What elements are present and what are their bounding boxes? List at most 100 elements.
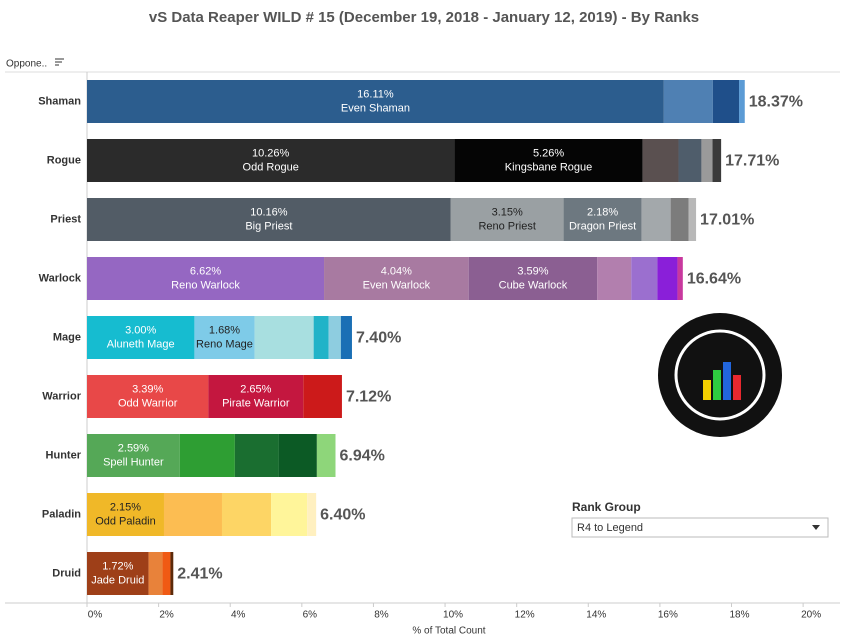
x-tick-label: 14%: [586, 610, 606, 621]
segment-name-label: Jade Druid: [91, 574, 144, 586]
category-label: Shaman: [38, 95, 81, 107]
bar-segment: [307, 493, 317, 536]
bar-segment: [87, 552, 149, 595]
segment-name-label: Cube Warlock: [499, 279, 568, 291]
bar-segment: [454, 139, 643, 182]
bar-segment: [221, 493, 272, 536]
total-label: 7.12%: [346, 389, 391, 406]
total-label: 18.37%: [749, 94, 803, 111]
bar-segment: [87, 493, 164, 536]
segment-value-label: 3.15%: [492, 206, 523, 218]
bar-segment: [631, 257, 658, 300]
category-label: Mage: [53, 331, 81, 343]
total-label: 17.71%: [725, 153, 779, 170]
segment-name-label: Odd Paladin: [95, 515, 156, 527]
segment-value-label: 10.16%: [250, 206, 288, 218]
x-tick-label: 4%: [231, 610, 246, 621]
bar-segment: [450, 198, 564, 241]
filter-value[interactable]: R4 to Legend: [577, 522, 643, 534]
segment-name-label: Reno Priest: [478, 220, 535, 232]
filter-dropdown[interactable]: [571, 517, 829, 538]
bar-segment: [468, 257, 598, 300]
bar-segment: [597, 257, 632, 300]
segment-name-label: Kingsbane Rogue: [505, 161, 592, 173]
category-label: Rogue: [47, 154, 81, 166]
bar-segment: [563, 198, 642, 241]
bar-segment: [271, 493, 308, 536]
segment-name-label: Spell Hunter: [103, 456, 164, 468]
bar-segment: [678, 139, 702, 182]
segment-value-label: 4.04%: [381, 265, 412, 277]
bar-segment: [688, 198, 697, 241]
x-tick-label: 18%: [730, 610, 750, 621]
x-tick-label: 0%: [88, 610, 103, 621]
segment-value-label: 3.00%: [125, 324, 156, 336]
bar-segment: [148, 552, 163, 595]
x-tick-label: 10%: [443, 610, 463, 621]
segment-name-label: Big Priest: [245, 220, 292, 232]
segment-value-label: 3.39%: [132, 383, 163, 395]
bar-segment: [324, 257, 469, 300]
bar-segment: [87, 139, 455, 182]
segment-value-label: 1.68%: [209, 324, 240, 336]
bar-segment: [701, 139, 713, 182]
bar-segment: [87, 198, 451, 241]
total-label: 16.64%: [687, 271, 741, 288]
bar-segment: [87, 434, 180, 477]
total-label: 6.40%: [320, 507, 365, 524]
bar-segment: [87, 257, 325, 300]
bar-segment: [208, 375, 304, 418]
segment-value-label: 2.18%: [587, 206, 618, 218]
total-label: 6.94%: [339, 448, 384, 465]
bar-segment: [278, 434, 317, 477]
bar-segment: [657, 257, 678, 300]
filter-title: Rank Group: [572, 500, 641, 514]
segment-name-label: Reno Mage: [196, 338, 253, 350]
segment-name-label: Odd Warrior: [118, 397, 178, 409]
bar-segment: [87, 316, 195, 359]
segment-value-label: 2.15%: [110, 501, 141, 513]
sort-icon[interactable]: [55, 58, 64, 66]
category-label: Hunter: [46, 449, 82, 461]
category-label: Priest: [50, 213, 81, 225]
category-label: Warlock: [39, 272, 82, 284]
x-tick-label: 8%: [374, 610, 389, 621]
segment-value-label: 10.26%: [252, 147, 290, 159]
dropdown-arrow[interactable]: [812, 525, 820, 530]
segment-value-label: 2.65%: [240, 383, 271, 395]
chart-title: vS Data Reaper WILD # 15 (December 19, 2…: [149, 9, 699, 26]
bar-segment: [677, 257, 683, 300]
x-tick-label: 2%: [159, 610, 174, 621]
category-label: Druid: [52, 567, 81, 579]
segment-name-label: Dragon Priest: [569, 220, 636, 232]
bar-segment: [739, 80, 745, 123]
segment-value-label: 6.62%: [190, 265, 221, 277]
x-tick-label: 16%: [658, 610, 678, 621]
segment-value-label: 5.26%: [533, 147, 564, 159]
segment-name-label: Even Shaman: [341, 102, 410, 114]
logo: [658, 313, 782, 437]
x-tick-label: 20%: [801, 610, 821, 621]
total-label: 2.41%: [177, 566, 222, 583]
bar-segment: [162, 552, 171, 595]
bar-segment: [170, 552, 174, 595]
bar-segment: [712, 80, 740, 123]
bar-segment: [254, 316, 314, 359]
bar-segment: [340, 316, 352, 359]
bar-segment: [194, 316, 255, 359]
segment-name-label: Even Warlock: [363, 279, 431, 291]
bar-segment: [328, 316, 341, 359]
bar-segment: [712, 139, 722, 182]
bar-segment: [316, 434, 336, 477]
total-label: 7.40%: [356, 330, 401, 347]
bar-segment: [303, 375, 342, 418]
total-label: 17.01%: [700, 212, 754, 229]
segment-name-label: Pirate Warrior: [222, 397, 290, 409]
segment-value-label: 16.11%: [357, 88, 394, 100]
row-header[interactable]: Oppone..: [6, 59, 47, 70]
segment-value-label: 2.59%: [118, 442, 149, 454]
bar-segment: [87, 80, 664, 123]
bar-segment: [234, 434, 279, 477]
segment-value-label: 1.72%: [102, 560, 133, 572]
